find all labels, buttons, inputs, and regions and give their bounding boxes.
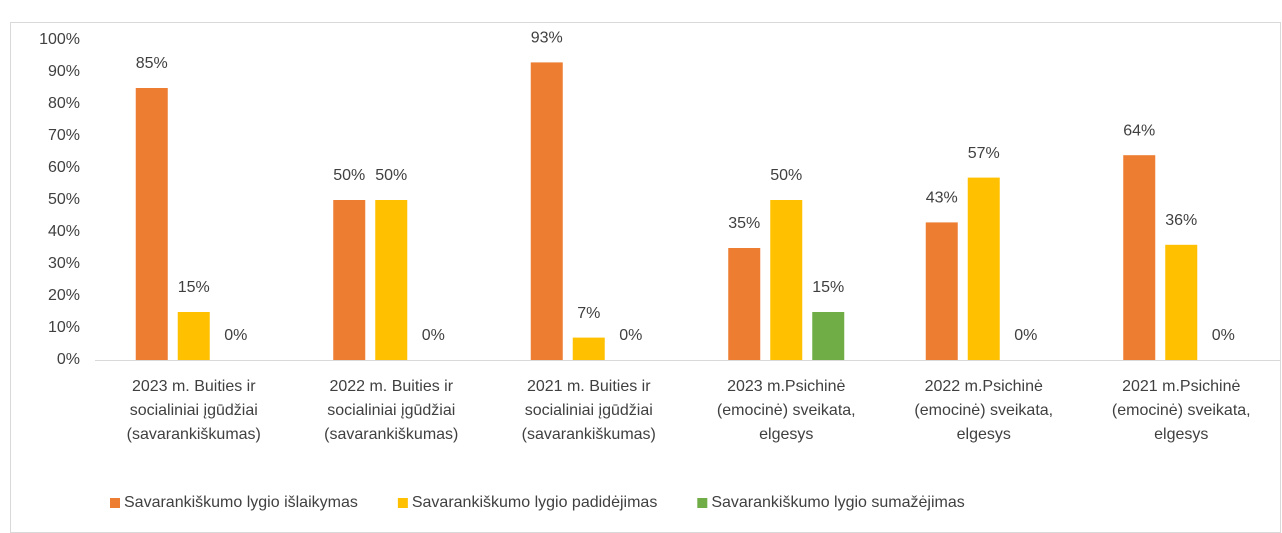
data-label: 64% [1123, 122, 1155, 139]
x-tick-label: 2021 m. Buities ir socialiniai įgūdžiai (s… [522, 378, 656, 443]
x-tick-label-line: 2023 m. Buities ir [132, 378, 256, 395]
x-tick-label-line: (emocinė) sveikata, [914, 402, 1053, 419]
x-tick-label-line: (emocinė) sveikata, [1112, 402, 1251, 419]
bar [177, 312, 210, 360]
y-tick-label: 70% [48, 127, 80, 144]
bar [375, 200, 408, 360]
data-label: 93% [531, 30, 563, 47]
data-label: 0% [422, 327, 445, 344]
bar [1123, 155, 1156, 360]
legend-label: Savarankiškumo lygio padidėjimas [412, 494, 657, 511]
bar [1165, 244, 1198, 360]
x-tick-label-line: socialiniai įgūdžiai [130, 402, 258, 419]
data-label: 15% [812, 279, 844, 296]
x-tick-label: 2021 m.Psichinė (emocinė) sveikata, elgesy… [1112, 378, 1251, 443]
legend-label: Savarankiškumo lygio sumažėjimas [711, 494, 964, 511]
bar [333, 200, 366, 360]
x-tick-label-line: (savarankiškumas) [127, 426, 261, 443]
x-tick-label-line: (savarankiškumas) [324, 426, 458, 443]
data-label: 15% [178, 279, 210, 296]
x-tick-label-line: (emocinė) sveikata, [717, 402, 856, 419]
x-tick-label-line: elgesys [1154, 426, 1208, 443]
y-tick-label: 50% [48, 191, 80, 208]
data-label: 50% [333, 167, 365, 184]
x-tick-label-line: socialiniai įgūdžiai [327, 402, 455, 419]
x-tick-label-line: 2022 m.Psichinė [925, 378, 1043, 395]
y-tick-label: 10% [48, 319, 80, 336]
x-tick-label-line: socialiniai įgūdžiai [525, 402, 653, 419]
data-label: 7% [577, 305, 600, 322]
data-label: 0% [224, 327, 247, 344]
x-tick-label-line: 2022 m. Buities ir [329, 378, 453, 395]
bar [135, 88, 168, 360]
y-tick-label: 90% [48, 63, 80, 80]
legend-swatch [697, 498, 708, 508]
y-tick-label: 30% [48, 255, 80, 272]
x-tick-label-line: (savarankiškumas) [522, 426, 656, 443]
bar [770, 200, 803, 360]
bar [530, 62, 563, 361]
x-tick-label: 2022 m.Psichinė (emocinė) sveikata, elgesy… [914, 378, 1053, 443]
data-label: 57% [968, 145, 1000, 162]
data-label: 0% [1014, 327, 1037, 344]
bar [572, 337, 605, 360]
y-tick-label: 40% [48, 223, 80, 240]
data-label: 36% [1165, 212, 1197, 229]
y-tick-label: 80% [48, 95, 80, 112]
data-label: 0% [619, 327, 642, 344]
x-tick-label-line: elgesys [957, 426, 1011, 443]
data-label: 50% [375, 167, 407, 184]
x-tick-label-line: 2023 m.Psichinė [727, 378, 845, 395]
chart-border [10, 22, 1281, 533]
y-tick-label: 60% [48, 159, 80, 176]
x-tick-label: 2022 m. Buities ir socialiniai įgūdžiai (s… [324, 378, 458, 443]
y-tick-label: 0% [57, 351, 80, 368]
x-tick-label: 2023 m. Buities ir socialiniai įgūdžiai (s… [127, 378, 261, 443]
data-label: 35% [728, 215, 760, 232]
y-tick-label: 100% [39, 31, 80, 48]
legend-label: Savarankiškumo lygio išlaikymas [124, 494, 358, 511]
bar [925, 222, 958, 360]
x-tick-label: 2023 m.Psichinė (emocinė) sveikata, elgesy… [717, 378, 856, 443]
data-label: 85% [136, 55, 168, 72]
bar [728, 248, 761, 360]
y-tick-label: 20% [48, 287, 80, 304]
bar [967, 177, 1000, 360]
x-tick-label-line: elgesys [759, 426, 813, 443]
data-label: 43% [926, 190, 958, 207]
data-label: 0% [1212, 327, 1235, 344]
data-label: 50% [770, 167, 802, 184]
legend-swatch [110, 498, 120, 508]
x-tick-label-line: 2021 m. Buities ir [527, 378, 651, 395]
legend-swatch [397, 498, 408, 508]
x-tick-label-line: 2021 m.Psichinė [1122, 378, 1240, 395]
bar [812, 312, 845, 360]
